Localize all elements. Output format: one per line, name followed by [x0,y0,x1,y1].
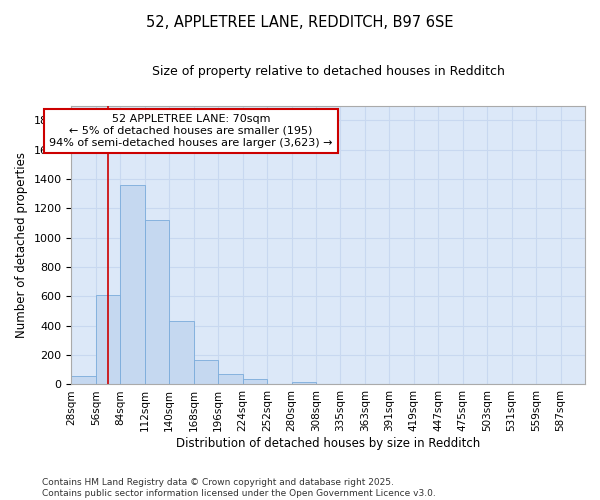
Y-axis label: Number of detached properties: Number of detached properties [15,152,28,338]
Bar [194,360,218,384]
Title: Size of property relative to detached houses in Redditch: Size of property relative to detached ho… [152,65,505,78]
Bar [169,322,194,384]
Bar [121,185,145,384]
Bar [96,295,121,384]
Bar [145,220,169,384]
Text: 52 APPLETREE LANE: 70sqm
← 5% of detached houses are smaller (195)
94% of semi-d: 52 APPLETREE LANE: 70sqm ← 5% of detache… [49,114,333,148]
Bar [292,382,316,384]
Text: Contains HM Land Registry data © Crown copyright and database right 2025.
Contai: Contains HM Land Registry data © Crown c… [42,478,436,498]
Bar [242,380,267,384]
Bar [218,374,242,384]
Bar [71,376,96,384]
X-axis label: Distribution of detached houses by size in Redditch: Distribution of detached houses by size … [176,437,481,450]
Text: 52, APPLETREE LANE, REDDITCH, B97 6SE: 52, APPLETREE LANE, REDDITCH, B97 6SE [146,15,454,30]
